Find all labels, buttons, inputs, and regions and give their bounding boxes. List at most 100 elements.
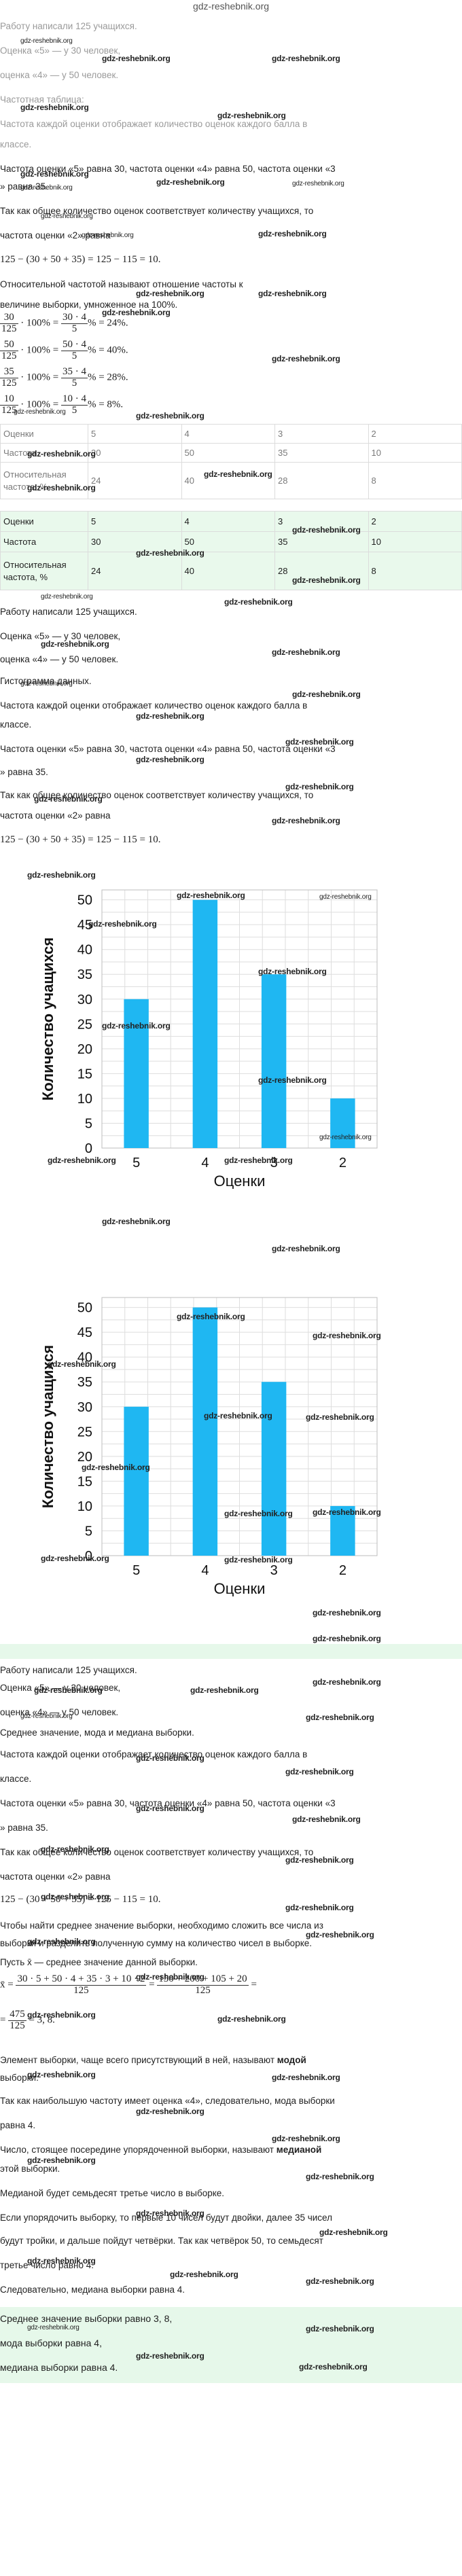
watermark: gdz-reshebnik.org: [27, 870, 96, 880]
site-header[interactable]: gdz-reshebnik.org: [192, 1, 270, 12]
x-tick-label: 2: [339, 1563, 346, 1578]
plot-frame: [101, 1297, 378, 1556]
bar: [261, 1382, 287, 1556]
watermark: gdz-reshebnik.org: [102, 308, 171, 317]
watermark: gdz-reshebnik.org: [292, 525, 361, 535]
x-tick-label: 4: [201, 1563, 209, 1578]
watermark: gdz-reshebnik.org: [27, 2070, 96, 2079]
watermark: gdz-reshebnik.org: [136, 411, 205, 421]
y-tick-label: 10: [77, 1499, 92, 1514]
watermark: gdz-reshebnik.org: [48, 1156, 116, 1165]
y-tick-label: 35: [77, 1375, 92, 1390]
watermark: gdz-reshebnik.org: [41, 1844, 109, 1854]
y-tick-label: 50: [77, 893, 92, 908]
watermark: gdz-reshebnik.org: [20, 680, 73, 687]
watermark: gdz-reshebnik.org: [272, 2134, 340, 2143]
text-line: Следовательно, медиана выборки равна 4.: [0, 2285, 185, 2295]
watermark: gdz-reshebnik.org: [136, 1804, 205, 1813]
watermark: gdz-reshebnik.org: [136, 755, 205, 764]
watermark: gdz-reshebnik.org: [20, 37, 73, 45]
text-line: Частота оценки «5» равна 30, частота оце…: [0, 744, 336, 754]
watermark: gdz-reshebnik.org: [41, 639, 109, 649]
y-axis-label: Количество учащихся: [39, 937, 56, 1101]
bar: [261, 974, 287, 1148]
histogram-chart: 0 5 10 15 20 25 30 35 40 45 50 5 4 3 2 Оценки Количество…: [39, 889, 378, 1189]
watermark: gdz-reshebnik.org: [272, 647, 340, 657]
math-line: 125 − (30 + 50 + 35) = 125 − 115 = 10.: [0, 834, 161, 845]
text-line: Оценка «5» — у 30 человек,: [0, 1683, 121, 1693]
text-line: Пусть x̄ — среднее значение данной выбор…: [0, 1957, 198, 1967]
fraction-row: 35 125 · 100% = 35 · 4 5% = 28%.: [0, 366, 128, 389]
math-line: 125 − (30 + 50 + 35) = 125 − 115 = 10.: [0, 1894, 161, 1905]
watermark: gdz-reshebnik.org: [272, 1244, 340, 1253]
answer-box: [0, 2307, 462, 2383]
y-tick-label: 45: [77, 1325, 92, 1340]
text-line: частота оценки «2» равна: [0, 1872, 111, 1882]
text-line: Медианой будет семьдесят третье число в …: [0, 2188, 225, 2198]
text-line: Так как наибольшую частоту имеет оценка …: [0, 2096, 335, 2106]
x-tick-label: 2: [339, 1156, 346, 1170]
watermark: gdz-reshebnik.org: [204, 1411, 272, 1420]
watermark: gdz-reshebnik.org: [292, 180, 344, 187]
text-line: будут тройки, и дальше пойдут четвёрки. …: [0, 2236, 323, 2246]
watermark: gdz-reshebnik.org: [272, 354, 340, 363]
text-line: Так как общее количество оценок соответс…: [0, 1847, 314, 1857]
watermark: gdz-reshebnik.org: [102, 1217, 171, 1226]
y-tick-label: 30: [77, 1400, 92, 1415]
mean-result: = 475 125 = 3, 8.: [0, 2009, 55, 2031]
watermark: gdz-reshebnik.org: [27, 1937, 96, 1946]
math-line: 125 − (30 + 50 + 35) = 125 − 115 = 10.: [0, 254, 161, 265]
watermark: gdz-reshebnik.org: [27, 2155, 96, 2165]
text-line: Работу написали 125 учащихся.: [0, 607, 137, 617]
watermark: gdz-reshebnik.org: [170, 2270, 238, 2279]
watermark: gdz-reshebnik.org: [136, 1753, 205, 1763]
watermark: gdz-reshebnik.org: [102, 54, 171, 63]
text-line: Так как общее количество оценок соответс…: [0, 206, 314, 216]
text-line: оценка «4» — у 50 человек.: [0, 1707, 119, 1717]
y-tick-label: 15: [77, 1474, 92, 1489]
text-line: Частота каждой оценки отображает количес…: [0, 1749, 308, 1759]
watermark: gdz-reshebnik.org: [177, 891, 245, 900]
y-tick-label: 35: [77, 967, 92, 982]
watermark: gdz-reshebnik.org: [20, 103, 89, 112]
text-line: Частота каждой оценки отображает количес…: [0, 119, 308, 129]
bar: [330, 1098, 355, 1148]
text-line: классе.: [0, 1774, 32, 1784]
text-line: выборки.: [0, 2073, 39, 2083]
text-line: Число, стоящее посередине упорядоченной …: [0, 2145, 322, 2155]
fraction-row: 30 125 · 100% = 30 · 4 5% = 24%.: [0, 312, 128, 334]
watermark: gdz-reshebnik.org: [136, 2107, 205, 2116]
watermark: gdz-reshebnik.org: [41, 213, 93, 220]
y-tick-label: 0: [85, 1141, 92, 1156]
watermark: gdz-reshebnik.org: [292, 575, 361, 585]
text-line: Частота оценки «5» равна 30, частота оце…: [0, 1798, 336, 1808]
watermark: gdz-reshebnik.org: [224, 1555, 293, 1564]
watermark: gdz-reshebnik.org: [190, 1685, 259, 1695]
x-tick-label: 5: [132, 1563, 140, 1578]
answer-line: Среднее значение выборки равно 3, 8,: [0, 2313, 173, 2324]
watermark: gdz-reshebnik.org: [313, 1608, 381, 1617]
watermark: gdz-reshebnik.org: [306, 1412, 374, 1422]
text-line: » равна 35.: [0, 767, 48, 777]
bar: [192, 1307, 218, 1556]
y-tick-label: 20: [77, 1450, 92, 1465]
x-tick-label: 3: [270, 1563, 278, 1578]
text-line: частота оценки «2» равна: [0, 230, 111, 240]
watermark: gdz-reshebnik.org: [27, 2010, 96, 2020]
watermark: gdz-reshebnik.org: [34, 794, 103, 804]
x-tick-label: 4: [201, 1156, 209, 1170]
watermark: gdz-reshebnik.org: [136, 2208, 205, 2218]
watermark: gdz-reshebnik.org: [319, 1134, 372, 1141]
y-tick-label: 45: [77, 918, 92, 933]
watermark: gdz-reshebnik.org: [20, 1713, 73, 1720]
highlight-band: [0, 1644, 462, 1659]
watermark: gdz-reshebnik.org: [319, 2228, 388, 2237]
watermark: gdz-reshebnik.org: [136, 711, 205, 721]
bar: [124, 999, 149, 1148]
watermark: gdz-reshebnik.org: [14, 408, 66, 416]
watermark: gdz-reshebnik.org: [27, 2324, 79, 2331]
watermark: gdz-reshebnik.org: [204, 469, 272, 479]
watermark: gdz-reshebnik.org: [292, 1814, 361, 1824]
histogram-chart: 0 5 10 15 20 25 30 35 40 45 50 5 4 3 2 Оценки Количество…: [39, 1297, 378, 1596]
y-tick-label: 25: [77, 1017, 92, 1032]
